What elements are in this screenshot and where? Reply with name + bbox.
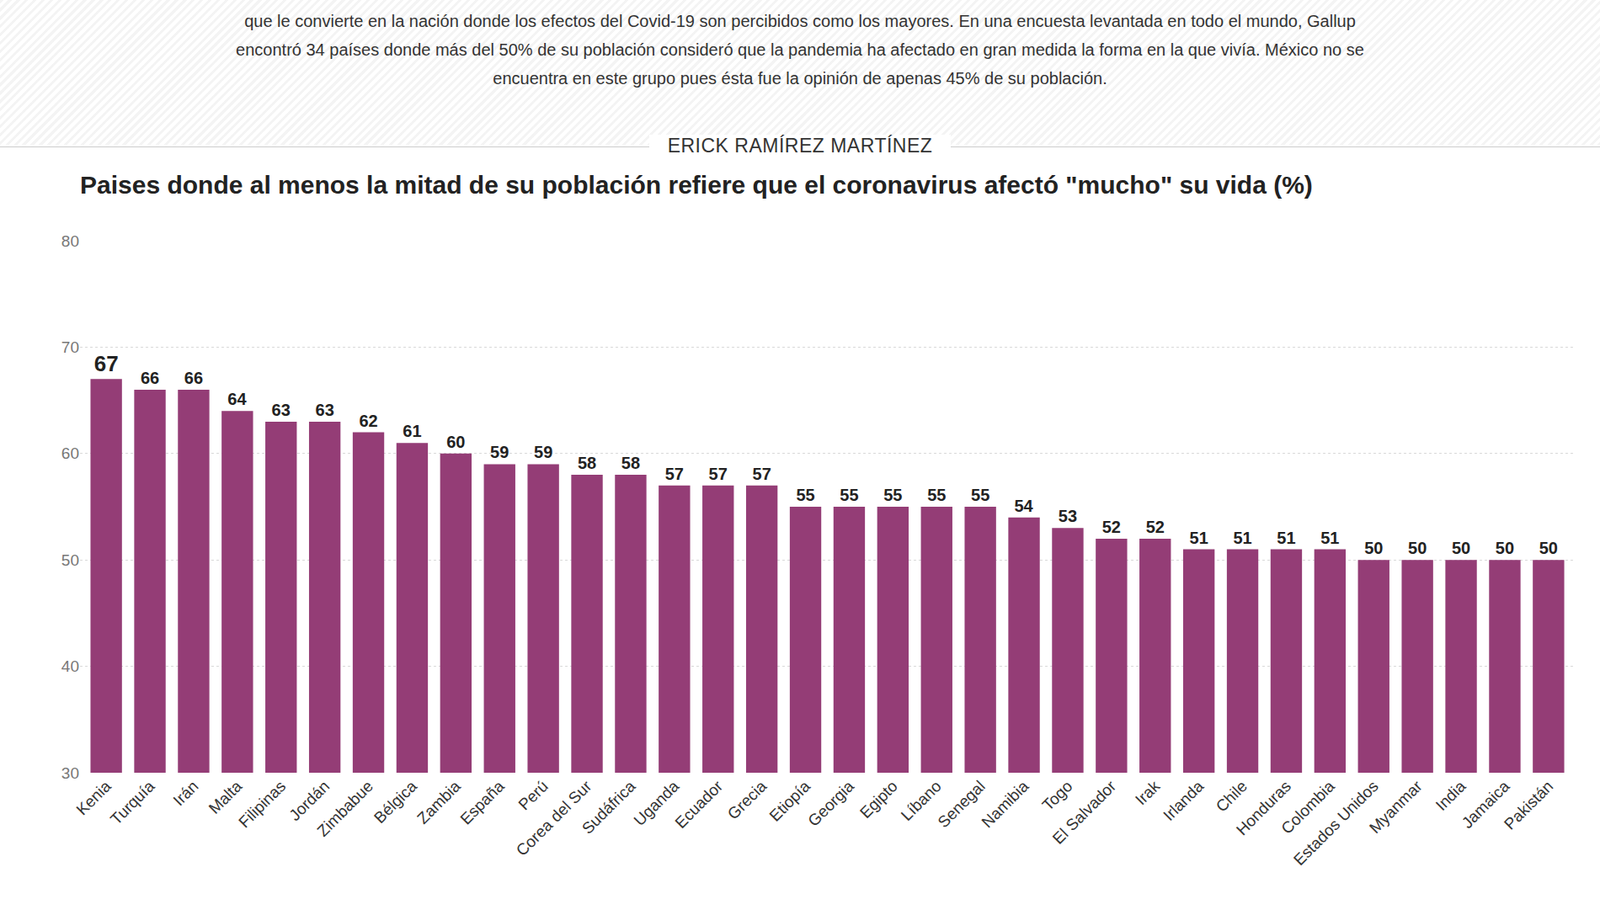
svg-text:Malta: Malta [205,777,246,818]
svg-text:62: 62 [358,411,378,431]
svg-text:51: 51 [1232,528,1252,548]
svg-text:52: 52 [1146,517,1165,537]
svg-text:Ecuador: Ecuador [671,777,726,832]
svg-text:58: 58 [621,453,640,473]
svg-text:India: India [1432,777,1470,815]
svg-text:Zimbabue: Zimbabue [313,777,377,841]
svg-text:64: 64 [227,389,247,409]
svg-text:59: 59 [490,442,509,462]
svg-text:57: 57 [709,464,728,484]
svg-text:50: 50 [1408,538,1427,558]
svg-text:30: 30 [61,764,80,783]
html-text:que le convierte en la nación: que le convierte en la nación donde los … [235,11,1365,88]
svg-text:67: 67 [94,351,119,377]
svg-text:España: España [456,777,508,829]
svg-text:Irak: Irak [1131,777,1164,810]
svg-text:51: 51 [1189,528,1209,548]
svg-text:Jordán: Jordán [285,777,333,825]
svg-text:63: 63 [272,400,291,420]
svg-text:Jamaica: Jamaica [1458,777,1514,832]
svg-text:54: 54 [1013,496,1034,516]
svg-text:52: 52 [1102,517,1121,537]
svg-text:Perú: Perú [514,777,551,814]
svg-text:58: 58 [577,453,597,473]
svg-text:El Salvador: El Salvador [1049,777,1120,848]
svg-text:50: 50 [61,551,80,570]
svg-text:Sudáfrica: Sudáfrica [578,777,640,838]
svg-text:Zambia: Zambia [413,777,464,828]
svg-text:Togo: Togo [1039,777,1077,815]
svg-text:Filipinas: Filipinas [234,777,289,832]
svg-text:50: 50 [1539,538,1558,558]
svg-text:50: 50 [1364,538,1383,558]
svg-text:Senegal: Senegal [934,777,989,832]
svg-text:55: 55 [883,485,902,505]
svg-text:Estados Unidos: Estados Unidos [1290,777,1382,870]
svg-text:Grecia: Grecia [724,777,771,824]
svg-text:Kenia: Kenia [72,777,115,820]
svg-text:50: 50 [1451,538,1471,558]
svg-text:70: 70 [61,338,80,357]
svg-text:Georgia: Georgia [804,777,858,831]
svg-text:Bélgica: Bélgica [370,777,421,827]
svg-text:Chile: Chile [1212,777,1251,816]
svg-text:50: 50 [1495,538,1515,558]
svg-text:55: 55 [839,485,859,505]
svg-text:55: 55 [795,485,815,505]
svg-text:59: 59 [533,442,553,462]
svg-text:Etiopía: Etiopía [765,777,814,826]
svg-text:Líbano: Líbano [897,777,945,825]
svg-text:Honduras: Honduras [1232,777,1295,839]
svg-text:Paises donde al menos la mitad: Paises donde al menos la mitad de su pob… [80,170,1313,199]
svg-text:60: 60 [61,444,80,463]
svg-text:Uganda: Uganda [629,777,683,830]
svg-text:60: 60 [446,432,465,452]
svg-text:61: 61 [402,421,422,441]
svg-text:Namibia: Namibia [977,777,1032,832]
svg-text:51: 51 [1276,528,1296,548]
svg-text:55: 55 [970,485,990,505]
html-text:ERICK RAMÍREZ MARTÍNEZ: ERICK RAMÍREZ MARTÍNEZ [667,134,933,157]
svg-text:66: 66 [184,368,203,388]
svg-text:53: 53 [1058,506,1078,526]
svg-text:Corea del Sur: Corea del Sur [512,777,596,860]
svg-text:Irán: Irán [169,777,202,810]
svg-text:57: 57 [752,464,772,484]
svg-text:51: 51 [1320,528,1339,548]
svg-text:Turquía: Turquía [106,777,159,829]
svg-text:80: 80 [61,232,80,251]
svg-text:63: 63 [315,400,335,420]
svg-text:Myanmar: Myanmar [1365,777,1426,838]
svg-text:Irlanda: Irlanda [1159,777,1207,825]
svg-text:40: 40 [61,657,80,676]
svg-text:Pakistán: Pakistán [1500,777,1557,833]
svg-text:55: 55 [927,485,946,505]
svg-text:Egipto: Egipto [856,777,902,822]
svg-text:57: 57 [665,464,684,484]
svg-text:Colombia: Colombia [1277,777,1339,838]
svg-text:66: 66 [140,368,160,388]
